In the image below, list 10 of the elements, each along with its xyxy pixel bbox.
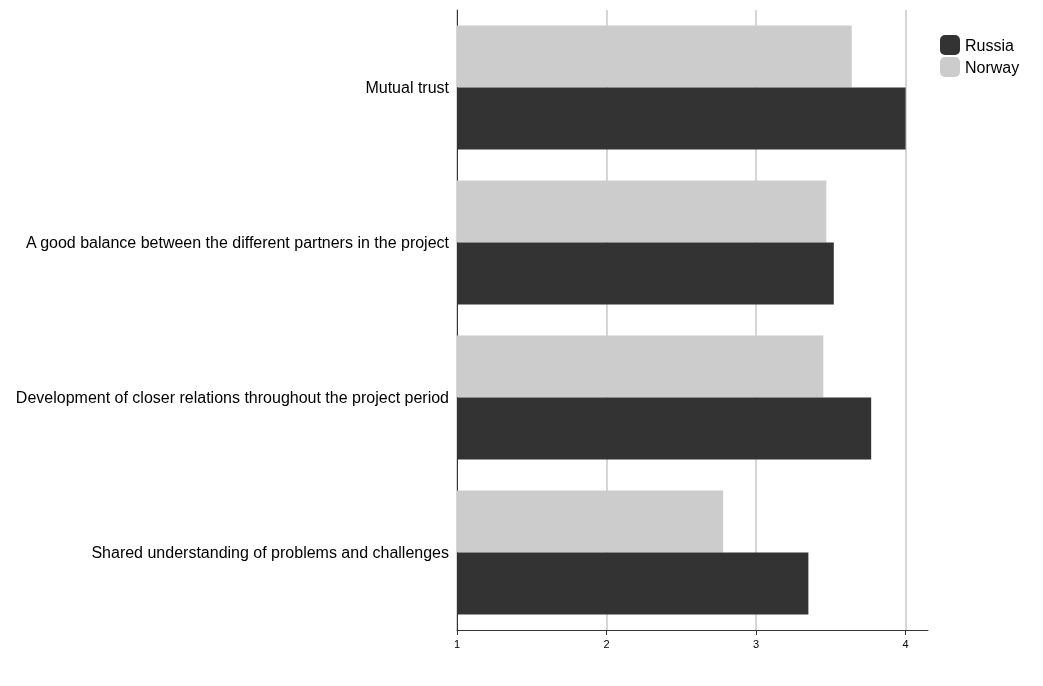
- x-tick-label: 2: [603, 637, 610, 650]
- x-tick-label: 4: [902, 637, 909, 650]
- y-tick-label: A good balance between the different partners in the project: [25, 234, 450, 251]
- x-tick-label: 1: [453, 637, 461, 650]
- y-tick-label: Mutual trust: [365, 79, 450, 96]
- legend-label: Norway: [965, 58, 1020, 76]
- y-tick-label: Development of closer relations throughout the project period: [15, 389, 449, 406]
- y-tick-label: Shared understanding of problems and challenges: [91, 544, 449, 561]
- x-tick-label: 3: [752, 637, 760, 650]
- legend-label: Russia: [965, 36, 1015, 54]
